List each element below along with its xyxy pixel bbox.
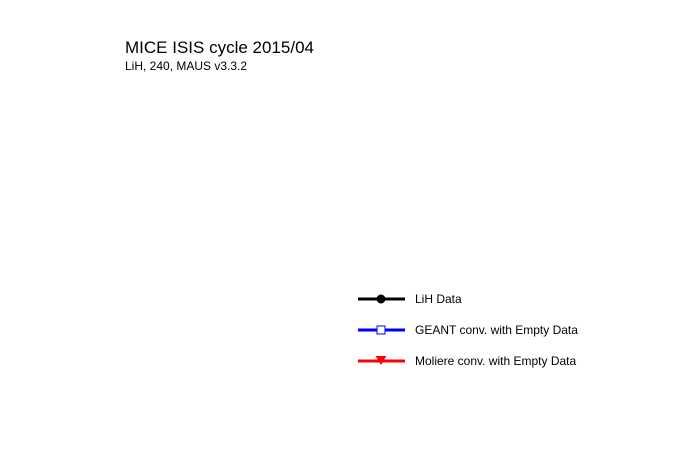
legend-entry-moliere-conv: Moliere conv. with Empty Data	[355, 351, 655, 371]
legend-swatch-lih-data	[358, 294, 405, 304]
legend-marker-lih-data	[376, 294, 386, 304]
legend-label-lih-data: LiH Data	[415, 292, 462, 306]
chart-title: MICE ISIS cycle 2015/04	[125, 38, 314, 57]
legend-swatch-moliere-conv	[358, 356, 405, 365]
legend-entry-geant-conv: GEANT conv. with Empty Data	[355, 320, 655, 340]
chart-legend: LiH Data GEANT conv. with Empty Data Mol…	[355, 285, 655, 380]
legend-label-geant-conv: GEANT conv. with Empty Data	[415, 323, 578, 337]
legend-marker-moliere-conv	[375, 356, 387, 365]
legend-swatch-geant-conv	[358, 325, 405, 335]
legend-marker-geant-conv	[376, 325, 386, 335]
legend-entry-lih-data: LiH Data	[355, 289, 655, 309]
chart-subtitle: LiH, 240, MAUS v3.3.2	[125, 59, 248, 73]
legend-label-moliere-conv: Moliere conv. with Empty Data	[415, 354, 577, 368]
